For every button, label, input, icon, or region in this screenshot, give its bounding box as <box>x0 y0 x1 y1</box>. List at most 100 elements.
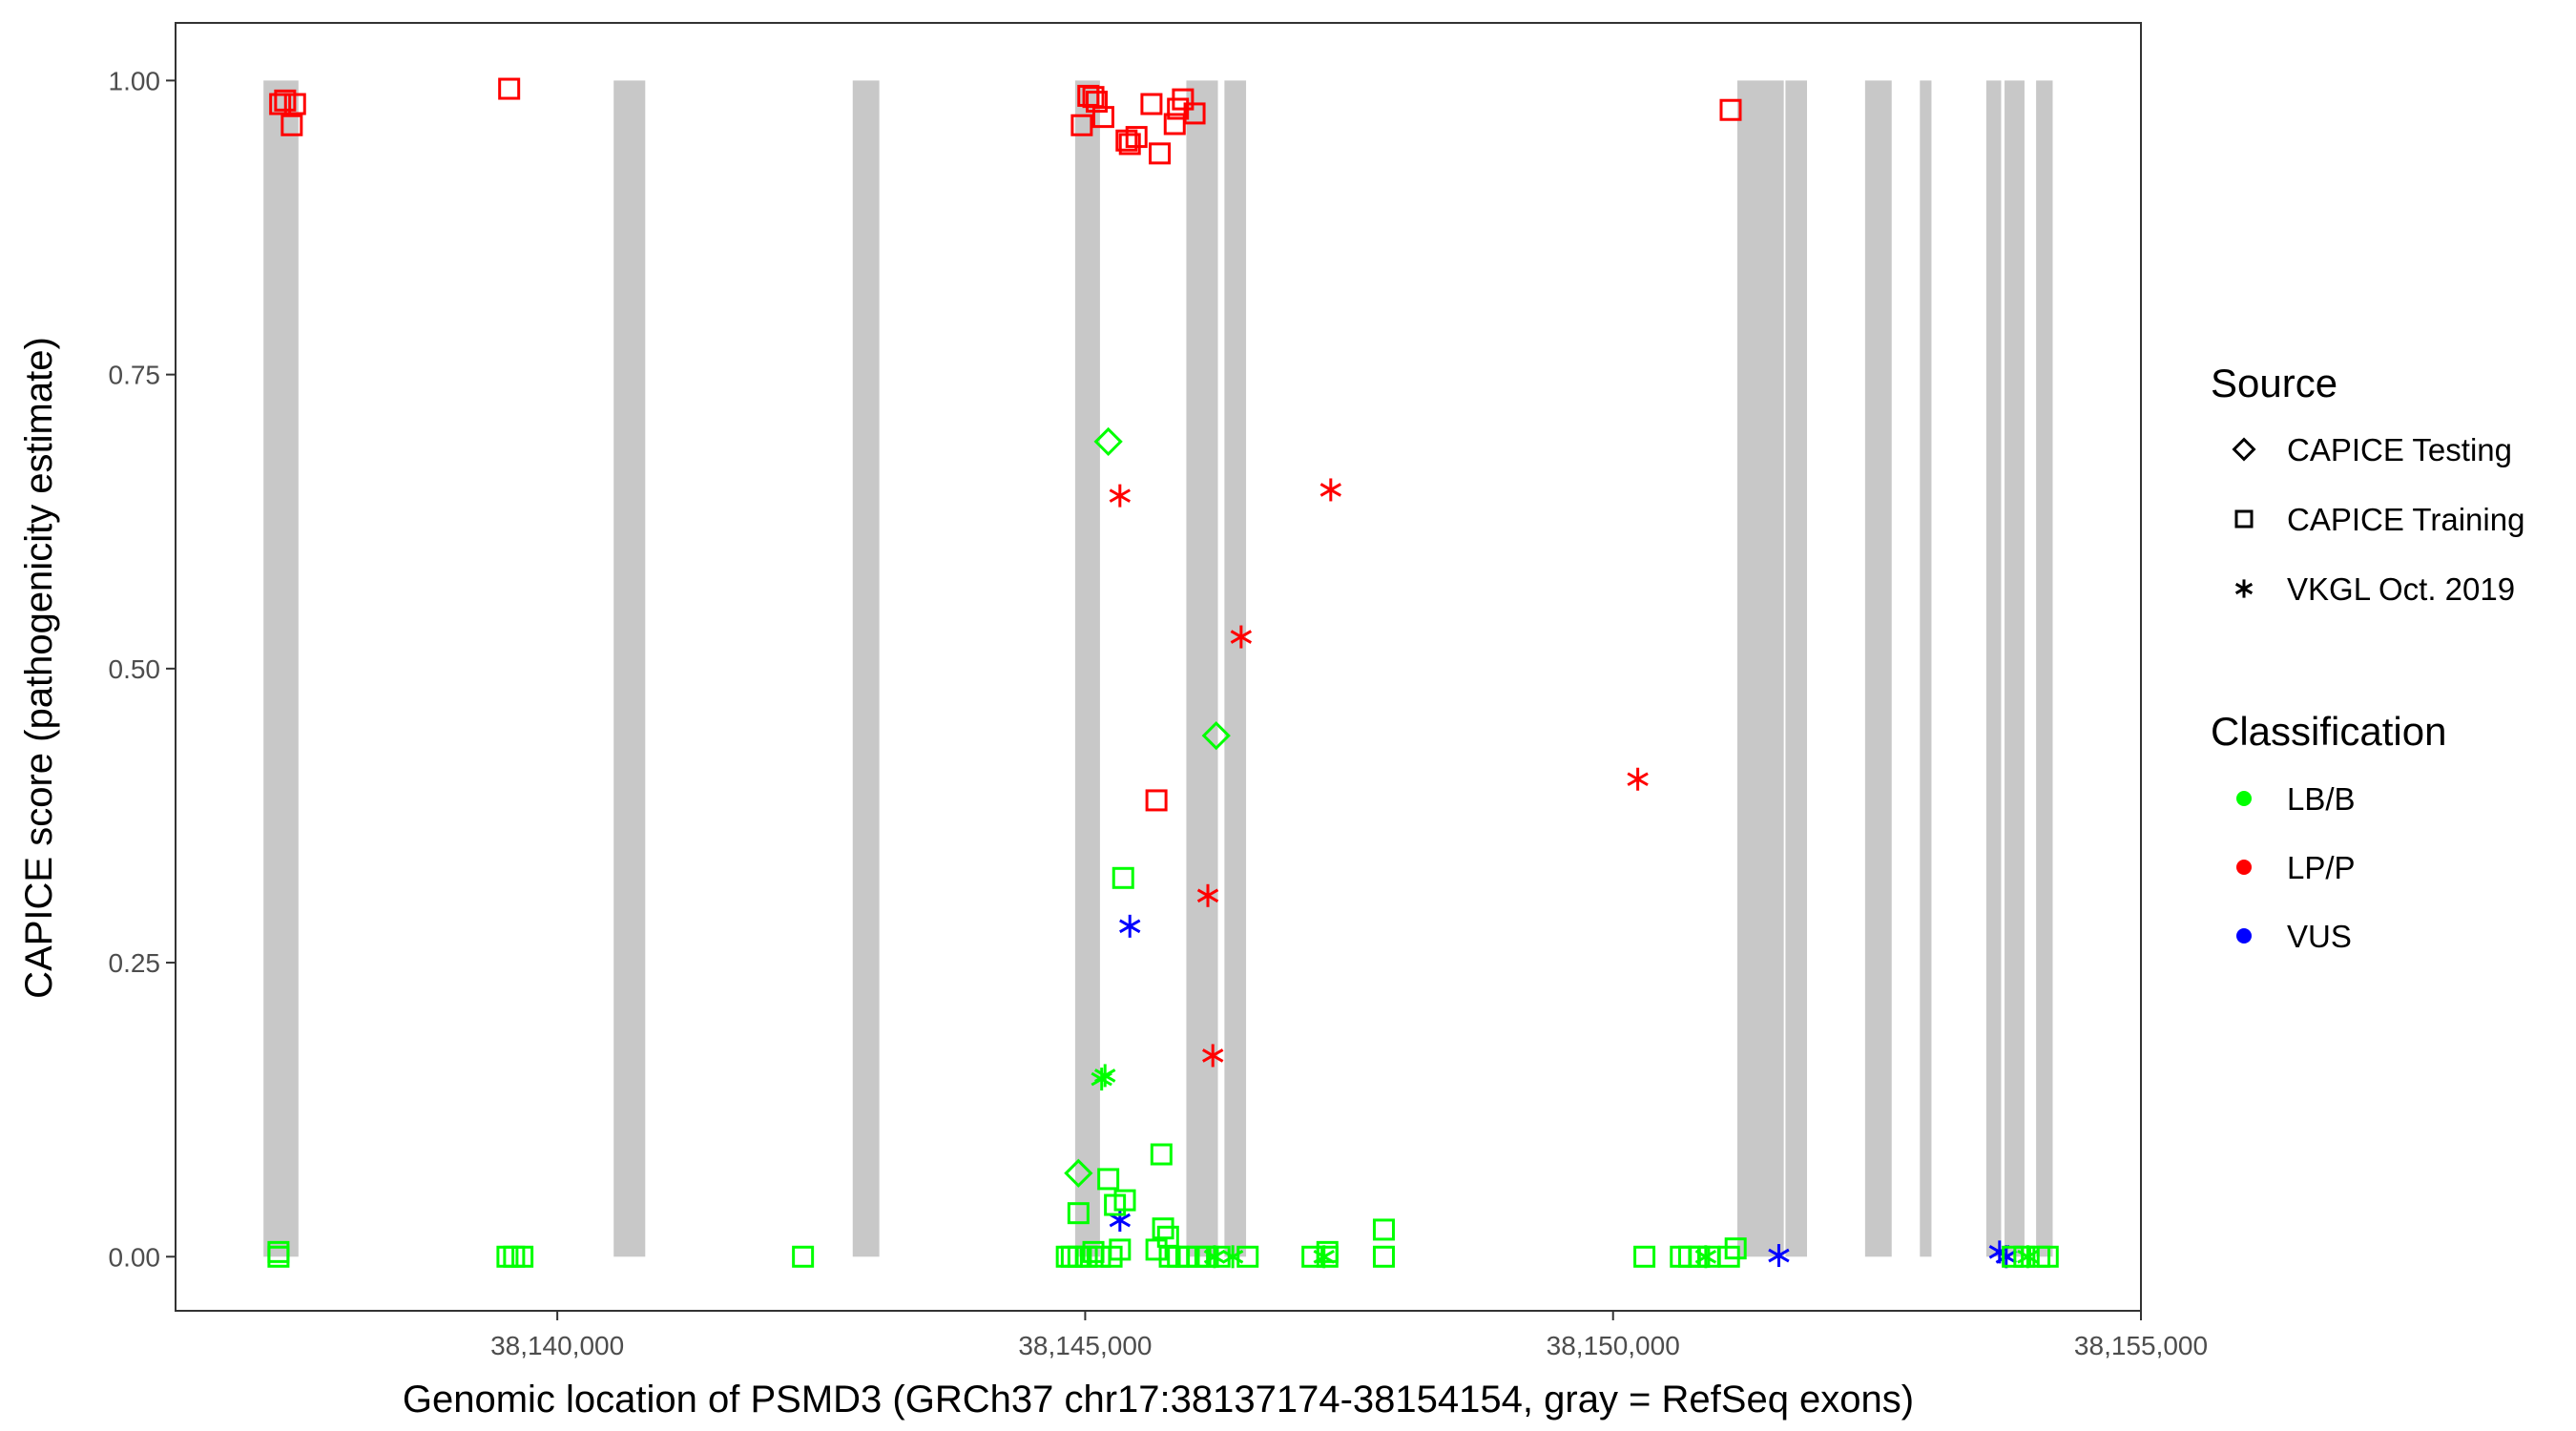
data-point <box>1109 1209 1132 1233</box>
asterisk-stroke <box>1319 483 1342 497</box>
exon-band <box>1186 80 1218 1257</box>
data-point <box>1196 883 1219 907</box>
data-point <box>1174 1245 1197 1268</box>
data-point <box>1724 1237 1747 1260</box>
data-point <box>280 114 303 136</box>
data-point <box>1183 102 1206 125</box>
data-point <box>511 1245 534 1268</box>
legend-classification-title: Classification <box>2211 709 2446 754</box>
axes: 38,140,000 38,145,000 38,150,000 38,155,000… <box>109 66 2209 1360</box>
exon-band <box>2036 80 2053 1257</box>
data-point <box>2013 1245 2036 1268</box>
x-tick-label: 38,150,000 <box>1547 1331 1680 1360</box>
data-point <box>1202 1044 1224 1068</box>
data-point <box>1316 1245 1339 1268</box>
data-point <box>269 93 292 115</box>
data-point <box>1230 625 1253 649</box>
data-point <box>1140 93 1163 115</box>
data-point <box>1113 1189 1136 1212</box>
data-point <box>1236 1245 1259 1268</box>
exon-band <box>263 80 299 1257</box>
data-point <box>1085 91 1108 114</box>
data-points <box>267 77 2059 1269</box>
data-point <box>1995 1245 2017 1269</box>
data-point <box>267 1245 290 1268</box>
y-axis-title: CAPICE score (pathogenicity estimate) <box>18 337 60 999</box>
legend-source-title: Source <box>2211 361 2337 405</box>
x-axis-title: Genomic location of PSMD3 (GRCh37 chr17:… <box>403 1379 1914 1421</box>
data-point <box>1208 1245 1231 1268</box>
asterisk-stroke <box>1119 919 1141 934</box>
data-point <box>1094 1064 1116 1088</box>
x-tick-label: 38,155,000 <box>2074 1331 2208 1360</box>
asterisk-stroke <box>1627 772 1649 787</box>
data-point <box>1125 126 1148 149</box>
exon-bands <box>263 80 2053 1257</box>
data-point <box>1372 1245 1395 1268</box>
data-point <box>1150 1143 1173 1166</box>
data-point <box>1719 98 1742 121</box>
exon-band <box>1736 80 1784 1257</box>
asterisk-stroke <box>1202 1048 1224 1063</box>
data-point <box>498 77 521 100</box>
data-point <box>1109 1238 1132 1261</box>
data-point <box>1301 1245 1324 1268</box>
data-point <box>1075 1245 1098 1268</box>
data-point <box>1768 1244 1790 1268</box>
exon-band <box>1920 80 1932 1257</box>
data-point <box>1111 866 1134 889</box>
exon-band <box>1224 80 1247 1257</box>
data-point <box>1633 1245 1656 1268</box>
exon-band <box>1074 80 1100 1257</box>
data-point <box>1091 106 1114 129</box>
exon-band <box>613 80 646 1257</box>
legend-diamond-icon <box>2232 437 2256 462</box>
data-point <box>1055 1245 1078 1268</box>
exon-band <box>852 80 880 1257</box>
plot-panel-border <box>175 22 2142 1312</box>
asterisk-stroke <box>2234 582 2254 595</box>
exon-band <box>1985 80 2002 1257</box>
data-point <box>1097 1168 1120 1191</box>
legend-asterisk-icon <box>2234 579 2254 598</box>
data-point <box>1119 914 1141 938</box>
data-point <box>1064 1158 1093 1188</box>
asterisk-stroke <box>1230 630 1253 644</box>
data-point <box>1201 721 1231 751</box>
data-point <box>1172 88 1195 111</box>
legend-source-label: VKGL Oct. 2019 <box>2287 571 2515 607</box>
asterisk-stroke <box>1768 1248 1790 1263</box>
exon-band <box>1864 80 1892 1257</box>
data-point <box>1118 133 1141 156</box>
data-point <box>792 1245 815 1268</box>
x-tick-label: 38,145,000 <box>1018 1331 1152 1360</box>
asterisk-stroke <box>1995 1249 2017 1264</box>
asterisk-stroke <box>1109 1213 1132 1228</box>
data-point <box>1196 1245 1219 1268</box>
exon-band <box>2005 80 2025 1257</box>
data-point <box>1319 478 1342 502</box>
asterisk-stroke <box>1094 1068 1116 1083</box>
asterisk-stroke <box>1109 488 1132 503</box>
data-point <box>1627 767 1649 791</box>
exon-band <box>1785 80 1807 1257</box>
data-point <box>1145 789 1168 812</box>
data-point <box>1149 142 1172 165</box>
data-point <box>1070 114 1093 136</box>
legend-classification-label: LB/B <box>2287 781 2356 817</box>
data-point <box>2036 1245 2059 1268</box>
legend-classification-label: LP/P <box>2287 850 2356 885</box>
legend-classification-label: VUS <box>2287 919 2352 954</box>
y-tick-label: 0.75 <box>109 361 161 390</box>
legend-dot-icon <box>2236 928 2252 944</box>
y-tick-label: 1.00 <box>109 66 161 95</box>
data-point <box>2002 1245 2025 1268</box>
y-tick-label: 0.00 <box>109 1242 161 1272</box>
legend-source-label: CAPICE Training <box>2287 502 2524 537</box>
x-tick-label: 38,140,000 <box>490 1331 624 1360</box>
data-point <box>1372 1218 1395 1241</box>
asterisk-stroke <box>1196 888 1219 903</box>
data-point <box>283 93 306 115</box>
legend-square-icon <box>2234 509 2254 529</box>
